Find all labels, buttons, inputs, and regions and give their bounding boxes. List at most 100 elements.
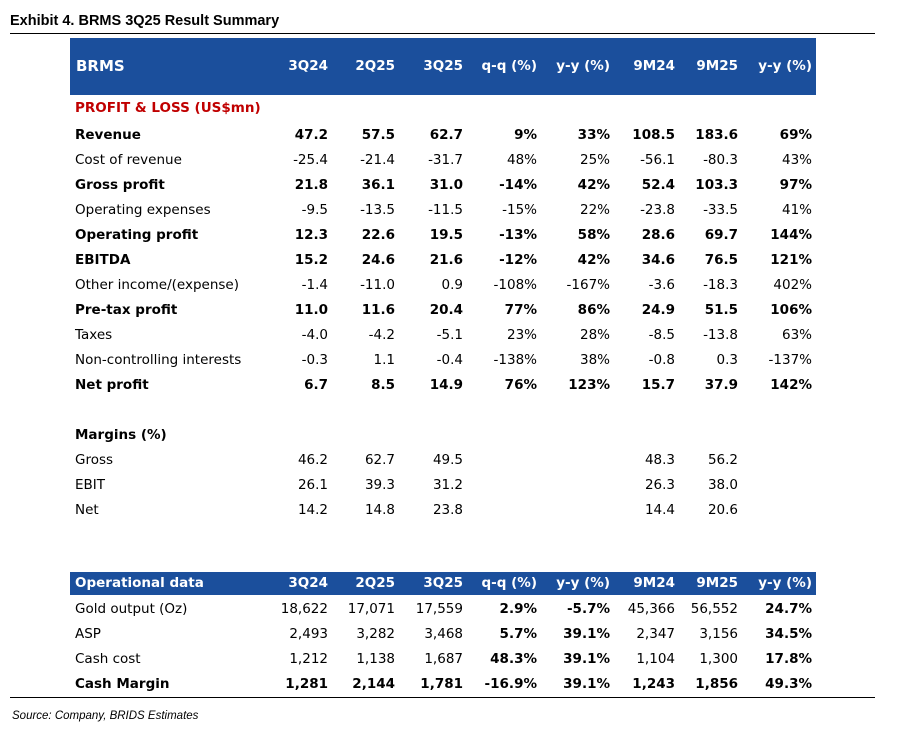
cell: -137% (768, 352, 812, 368)
cell: 57.5 (361, 127, 395, 143)
row-label: Gold output (Oz) (75, 601, 188, 617)
cell: 58% (577, 227, 610, 243)
cell: 15.2 (294, 252, 328, 268)
cell: 1,300 (699, 651, 738, 667)
cell: -4.0 (301, 327, 328, 343)
cell: 49.3% (765, 676, 812, 692)
cell: 21.8 (294, 177, 328, 193)
cell: 26.3 (644, 477, 675, 493)
cell: 1,856 (695, 676, 738, 692)
cell: -4.2 (368, 327, 395, 343)
row-label: Net (75, 502, 99, 518)
header-cell: q-q (%) (481, 58, 538, 74)
ops-header-cell: 2Q25 (355, 575, 395, 591)
ops-header-cell: y-y (%) (758, 575, 812, 591)
cell: 1,138 (356, 651, 395, 667)
header-cell: 9M24 (633, 58, 675, 74)
cell: 69% (779, 127, 812, 143)
cell: 47.2 (294, 127, 328, 143)
cell: 42% (577, 252, 610, 268)
cell: -56.1 (640, 152, 675, 168)
cell: 17,071 (347, 601, 395, 617)
ops-header-cell: 9M25 (696, 575, 738, 591)
cell: -14% (499, 177, 537, 193)
cell: 18,622 (280, 601, 328, 617)
cell: 23.8 (432, 502, 463, 518)
cell: 76% (504, 377, 537, 393)
cell: -18.3 (703, 277, 738, 293)
ops-header-bar (70, 572, 816, 595)
cell: 38% (579, 352, 610, 368)
cell: 3,468 (424, 626, 463, 642)
cell: 17.8% (765, 651, 812, 667)
cell: 103.3 (695, 177, 738, 193)
ops-header-cell: 3Q25 (423, 575, 463, 591)
cell: 46.2 (297, 452, 328, 468)
cell: 2,144 (352, 676, 395, 692)
cell: 39.1% (563, 651, 610, 667)
cell: 39.1% (563, 676, 610, 692)
row-label: Operating expenses (75, 202, 211, 218)
cell: -138% (493, 352, 537, 368)
cell: 48.3 (644, 452, 675, 468)
cell: 39.3 (364, 477, 395, 493)
cell: -0.4 (436, 352, 463, 368)
cell: 77% (504, 302, 537, 318)
header-cell: 2Q25 (355, 58, 395, 74)
cell: 24.7% (765, 601, 812, 617)
cell: 1,687 (424, 651, 463, 667)
cell: 11.6 (361, 302, 395, 318)
header-cell: 3Q24 (288, 58, 328, 74)
cell: 28.6 (641, 227, 675, 243)
cell: 14.4 (644, 502, 675, 518)
cell: -12% (499, 252, 537, 268)
cell: 142% (770, 377, 812, 393)
row-label: Operating profit (75, 227, 199, 243)
row-label: Revenue (75, 127, 141, 143)
cell: 2,493 (289, 626, 328, 642)
cell: 21.6 (429, 252, 463, 268)
ops-header-label: Operational data (75, 575, 204, 591)
cell: 23% (506, 327, 537, 343)
cell: 1,781 (420, 676, 463, 692)
cell: 36.1 (361, 177, 395, 193)
row-label: Gross (75, 452, 114, 468)
cell: 123% (568, 377, 610, 393)
cell: -25.4 (293, 152, 328, 168)
cell: 24.6 (361, 252, 395, 268)
header-cell: 9M25 (696, 58, 738, 74)
cell: -80.3 (703, 152, 738, 168)
cell: 12.3 (294, 227, 328, 243)
cell: 62.7 (429, 127, 463, 143)
cell: 144% (770, 227, 812, 243)
exhibit-title: Exhibit 4. BRMS 3Q25 Result Summary (10, 13, 280, 29)
cell: 24.9 (641, 302, 675, 318)
cell: 43% (781, 152, 812, 168)
cell: -0.8 (648, 352, 675, 368)
cell: -1.4 (301, 277, 328, 293)
cell: 34.5% (765, 626, 812, 642)
cell: 69.7 (704, 227, 738, 243)
cell: 14.2 (297, 502, 328, 518)
cell: 22% (579, 202, 610, 218)
cell: 25% (579, 152, 610, 168)
row-label: Non-controlling interests (75, 352, 242, 368)
cell: 11.0 (294, 302, 328, 318)
cell: 108.5 (632, 127, 675, 143)
cell: 48.3% (490, 651, 537, 667)
row-label: EBITDA (75, 252, 131, 268)
cell: -11.5 (428, 202, 463, 218)
margins-title: Margins (%) (75, 427, 167, 443)
header-cell: y-y (%) (556, 58, 610, 74)
ops-header-cell: 9M24 (633, 575, 675, 591)
cell: -15% (502, 202, 537, 218)
cell: 14.8 (364, 502, 395, 518)
cell: 5.7% (499, 626, 537, 642)
header-bar (70, 38, 816, 95)
cell: 38.0 (707, 477, 738, 493)
row-label: Gross profit (75, 177, 165, 193)
cell: -0.3 (301, 352, 328, 368)
cell: 17,559 (415, 601, 463, 617)
cell: 1,243 (632, 676, 675, 692)
